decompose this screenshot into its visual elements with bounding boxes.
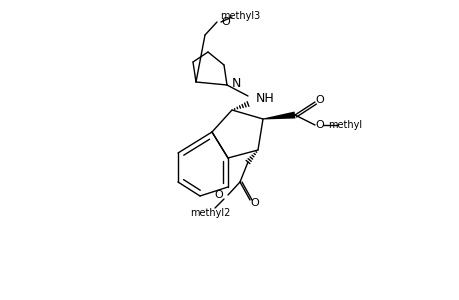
Text: methyl: methyl (327, 120, 361, 130)
Text: O: O (315, 120, 324, 130)
Text: O: O (214, 190, 223, 200)
Text: O: O (220, 17, 229, 27)
Text: methyl2: methyl2 (190, 208, 230, 218)
Text: O: O (250, 198, 259, 208)
Polygon shape (263, 112, 295, 119)
Text: O: O (315, 95, 324, 105)
Text: N: N (231, 76, 241, 89)
Text: NH: NH (256, 92, 274, 104)
Text: methyl3: methyl3 (219, 11, 259, 21)
